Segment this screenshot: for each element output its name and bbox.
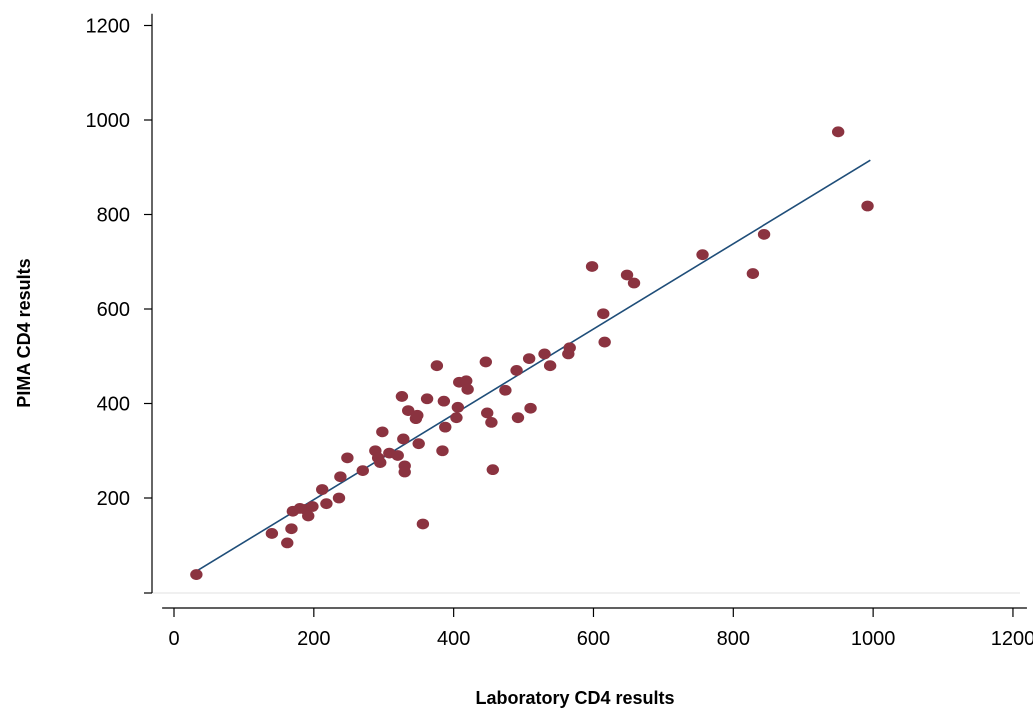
data-point <box>398 466 411 478</box>
data-point <box>332 492 346 504</box>
data-point <box>430 360 444 372</box>
data-point <box>597 308 610 320</box>
y-axis-title: PIMA CD4 results <box>14 258 34 407</box>
data-point <box>450 412 463 424</box>
x-tick-label: 200 <box>297 628 330 650</box>
data-point <box>511 412 525 424</box>
y-tick-label: 600 <box>97 299 130 321</box>
data-point <box>437 395 451 407</box>
data-point <box>598 336 611 348</box>
data-point <box>439 421 452 433</box>
y-tick-label: 400 <box>97 394 130 416</box>
data-point <box>397 433 410 445</box>
data-point <box>524 402 537 414</box>
data-point <box>302 510 315 522</box>
data-point <box>485 417 498 428</box>
data-point <box>481 407 494 419</box>
data-point <box>538 348 551 360</box>
data-point <box>285 523 298 535</box>
data-point <box>416 518 430 530</box>
data-point <box>306 501 319 512</box>
y-tick-label: 1000 <box>86 110 131 132</box>
y-tick-label: 200 <box>97 488 130 510</box>
data-point <box>320 498 333 510</box>
data-point <box>411 409 424 421</box>
x-tick-label: 0 <box>168 628 179 650</box>
data-point <box>356 465 369 476</box>
plot-area: 0 200 400 600 800 1000 1200 200 400 600 800 1000 120… <box>86 13 1033 650</box>
y-tick-label: 800 <box>97 205 130 227</box>
data-point <box>585 261 599 272</box>
data-point <box>391 450 404 461</box>
data-point <box>486 464 500 476</box>
x-tick-label: 1200 <box>991 628 1033 650</box>
data-point <box>627 277 641 289</box>
data-point <box>281 537 294 549</box>
data-point <box>376 426 389 438</box>
data-point <box>543 360 557 372</box>
data-point <box>831 126 845 138</box>
data-point <box>334 471 347 483</box>
data-point <box>395 391 409 402</box>
data-point <box>499 384 512 396</box>
data-point <box>460 375 473 387</box>
x-axis-title: Laboratory CD4 results <box>475 688 674 708</box>
data-point <box>341 452 354 464</box>
data-point <box>190 569 203 580</box>
data-point <box>436 445 449 457</box>
x-tick-label: 400 <box>437 628 470 650</box>
data-point <box>451 401 465 413</box>
data-point <box>620 269 634 281</box>
data-point <box>522 353 536 365</box>
data-point <box>861 200 874 212</box>
data-point <box>265 528 279 539</box>
y-tick-label: 1200 <box>86 16 131 38</box>
data-point <box>402 405 415 416</box>
data-point <box>563 342 576 354</box>
data-point <box>479 356 493 368</box>
x-tick-label: 1000 <box>851 628 896 650</box>
data-point <box>461 383 474 395</box>
data-point <box>510 365 523 376</box>
data-point <box>374 457 387 468</box>
data-point <box>696 249 709 261</box>
data-point <box>420 393 434 405</box>
data-point <box>412 438 425 450</box>
x-tick-label: 600 <box>577 628 610 650</box>
data-point <box>746 268 760 279</box>
x-tick-label: 800 <box>717 628 750 650</box>
data-point <box>316 484 329 495</box>
data-point <box>757 228 771 240</box>
